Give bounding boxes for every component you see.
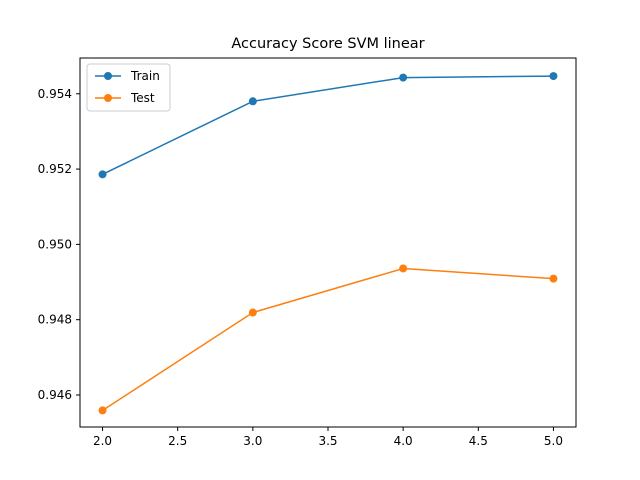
chart-title: Accuracy Score SVM linear	[231, 36, 424, 52]
data-point-train	[399, 73, 408, 82]
x-tick-label: 5.0	[544, 434, 563, 448]
legend-label: Train	[130, 69, 160, 83]
x-tick-label: 2.0	[93, 434, 112, 448]
legend-swatch-marker	[104, 72, 112, 80]
data-point-train	[98, 170, 107, 179]
x-tick-label: 4.0	[394, 434, 413, 448]
y-tick-label: 0.948	[38, 313, 72, 327]
legend-label: Test	[130, 91, 155, 105]
y-tick-label: 0.950	[38, 237, 72, 251]
y-tick-label: 0.946	[38, 388, 72, 402]
x-tick-label: 4.5	[469, 434, 488, 448]
data-point-train	[549, 72, 558, 81]
x-tick-label: 3.0	[243, 434, 262, 448]
x-tick-label: 2.5	[168, 434, 187, 448]
series-line-test	[102, 267, 554, 412]
y-tick-label: 0.954	[38, 87, 72, 101]
x-tick-label: 3.5	[318, 434, 337, 448]
data-point-test	[98, 406, 107, 415]
plot-frame	[79, 57, 577, 428]
data-point-train	[248, 97, 257, 106]
legend-swatch-marker	[104, 94, 112, 102]
plot-area: 2.0 2.5 3.0 3.5 4.0 4.5 5.0 0.946 0.948 0.950 0.95…	[38, 72, 563, 448]
data-point-test	[399, 264, 408, 273]
data-point-test	[248, 308, 257, 317]
legend: Train Test	[86, 63, 171, 112]
data-point-test	[549, 274, 558, 283]
y-tick-label: 0.952	[38, 162, 72, 176]
series-line-train	[102, 75, 554, 176]
